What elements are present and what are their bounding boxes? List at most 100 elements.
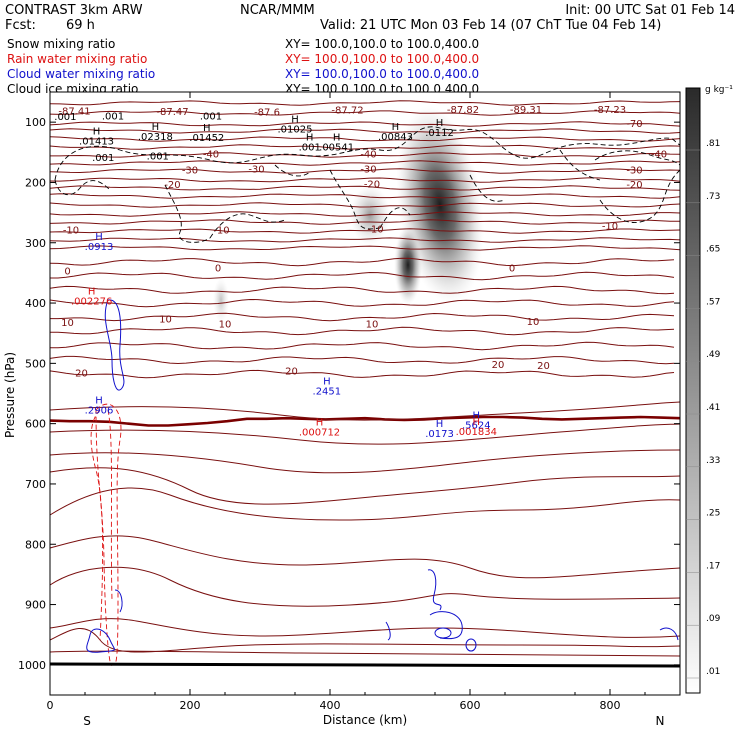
cloud-ice-outline xyxy=(54,126,681,181)
isotherm-line xyxy=(49,487,681,521)
isotherm-line xyxy=(49,369,675,379)
isotherm-line xyxy=(49,257,675,267)
isotherm-label: 20 xyxy=(537,361,550,372)
isotherm-line xyxy=(49,401,681,421)
x-tick-label: 400 xyxy=(320,699,341,712)
isotherm-line xyxy=(49,168,681,174)
isotherm-label: 20 xyxy=(492,360,505,371)
y-tick-label: 800 xyxy=(25,538,46,551)
isotherm-label: -87.47 xyxy=(156,107,188,118)
y-tick-label: 100 xyxy=(25,116,46,129)
maximum-marker-H: H xyxy=(473,417,481,428)
cloud-ice-outline xyxy=(599,169,681,223)
header-fcst-label: Fcst: xyxy=(5,18,36,33)
maximum-marker-H: H xyxy=(152,122,160,133)
colorbar-label: .25 xyxy=(706,509,720,519)
cloud-ice-label: .001 xyxy=(200,112,222,123)
maximum-marker-H: H xyxy=(203,123,211,134)
isotherm-label: 20 xyxy=(285,367,298,378)
isotherm-label: -10 xyxy=(63,226,79,237)
isotherm-label: -30 xyxy=(182,165,198,176)
isotherm-label: -10 xyxy=(213,225,229,236)
isotherm-line xyxy=(50,152,681,158)
isotherm-label: -40 xyxy=(360,149,376,160)
isotherm-label: 10 xyxy=(219,320,232,331)
x-end-left: S xyxy=(83,714,91,728)
colorbar-label: .41 xyxy=(706,403,720,413)
maximum-value-label: .5624 xyxy=(462,421,491,432)
cloud-water-contour xyxy=(429,611,463,640)
cloud-water-contour xyxy=(434,627,452,639)
isotherm-label: 0 xyxy=(215,263,221,274)
isotherm-label: 20 xyxy=(75,369,88,380)
legend-xy-0: XY= 100.0,100.0 to 100.0,400.0 xyxy=(285,37,479,51)
maximum-marker-H: H xyxy=(88,286,96,297)
cloud-ice-outline xyxy=(594,150,681,166)
maximum-marker-H: H xyxy=(473,411,481,422)
maximum-value-label: .2906 xyxy=(85,406,114,417)
maximum-marker-H: H xyxy=(436,118,444,129)
cloud-ice-outline xyxy=(164,184,211,243)
legend-item-1: Rain water mixing ratio xyxy=(7,52,147,66)
isotherm-label: 10 xyxy=(159,315,172,326)
legend-xy-1: XY= 100.0,100.0 to 100.0,400.0 xyxy=(285,52,479,66)
y-tick-label: 1000 xyxy=(18,659,46,672)
colorbar-label: .33 xyxy=(706,456,720,466)
isotherm-label: -87.23 xyxy=(594,105,626,116)
cloud-water-contour xyxy=(385,621,391,641)
maximum-value-label: .0913 xyxy=(85,242,114,253)
isotherm-line xyxy=(50,271,675,281)
header-model: CONTRAST 3km ARW xyxy=(5,3,143,18)
cloud-ice-outline xyxy=(379,207,411,229)
isotherm-line xyxy=(49,355,675,365)
isotherm-label: -10 xyxy=(367,224,383,235)
maximum-marker-H: H xyxy=(95,232,103,243)
y-axis-label: Pressure (hPa) xyxy=(3,352,17,438)
isotherm-line xyxy=(49,449,681,474)
colorbar-label: .49 xyxy=(706,350,721,360)
maximum-marker-H: H xyxy=(436,419,444,430)
isotherm-line xyxy=(49,144,681,150)
isotherm-label: -30 xyxy=(360,164,376,175)
header-fcst-value: 69 h xyxy=(66,18,95,33)
maximum-marker-H: H xyxy=(392,122,400,133)
snow-core-lower xyxy=(394,225,422,305)
maximum-value-label: .002276 xyxy=(71,296,112,307)
isotherm-line xyxy=(49,228,681,234)
legend: Snow mixing ratio XY= 100.0,100.0 to 100.… xyxy=(7,37,479,96)
x-tick-label: 200 xyxy=(180,699,201,712)
colorbar-label: .73 xyxy=(706,192,720,202)
x-tick-label: 600 xyxy=(460,699,481,712)
maximum-marker-H: H xyxy=(306,133,314,144)
cloud-ice-outline xyxy=(329,169,381,230)
isotherm-line xyxy=(50,341,675,351)
isotherm-label: -87.41 xyxy=(58,107,90,118)
isotherm-line xyxy=(49,285,675,295)
isotherm-label: -87.82 xyxy=(447,105,479,116)
maximum-value-label: .01025 xyxy=(278,125,313,136)
isotherm-line xyxy=(49,177,681,183)
y-tick-label: 600 xyxy=(25,418,46,431)
isotherm-label: -20 xyxy=(164,180,180,191)
maximum-value-label: .01413 xyxy=(79,136,114,147)
isotherm-line xyxy=(49,211,681,217)
isotherm-line xyxy=(49,219,680,225)
isotherm-line xyxy=(49,121,681,127)
cloud-ice-outline xyxy=(209,213,286,239)
isotherm-label: -40 xyxy=(203,150,219,161)
y-tick-label: 900 xyxy=(25,599,46,612)
isotherm-label: -87.6 xyxy=(254,108,280,119)
zero-isotherm xyxy=(49,415,681,427)
isotherm-line xyxy=(49,185,681,191)
cloud-ice-outline xyxy=(274,164,311,177)
ground-line xyxy=(49,662,681,668)
colorbar-label: .57 xyxy=(706,297,720,307)
isotherm-line xyxy=(49,110,681,116)
maximum-marker-H: H xyxy=(333,133,341,144)
isotherm-label: -70 xyxy=(626,119,642,130)
cloud-water-contour xyxy=(86,628,115,653)
isotherm-label: 10 xyxy=(61,318,74,329)
maximum-value-label: .00843 xyxy=(378,132,413,143)
maximum-value-label: .2451 xyxy=(313,387,342,398)
